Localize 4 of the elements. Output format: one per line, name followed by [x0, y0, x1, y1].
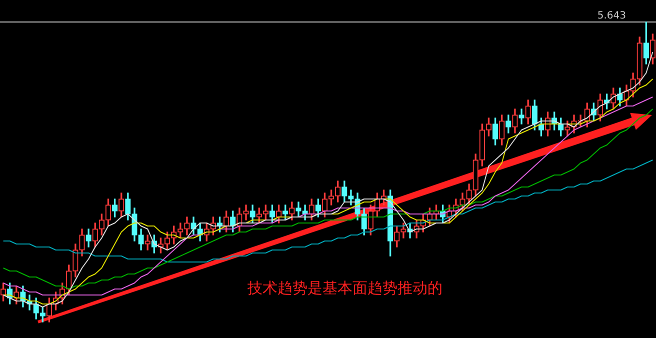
candlestick [518, 108, 524, 124]
candlestick [243, 204, 249, 220]
annotation: 技术趋势是基本面趋势推动的 [246, 278, 442, 297]
annotation: 5.643 [597, 10, 626, 22]
